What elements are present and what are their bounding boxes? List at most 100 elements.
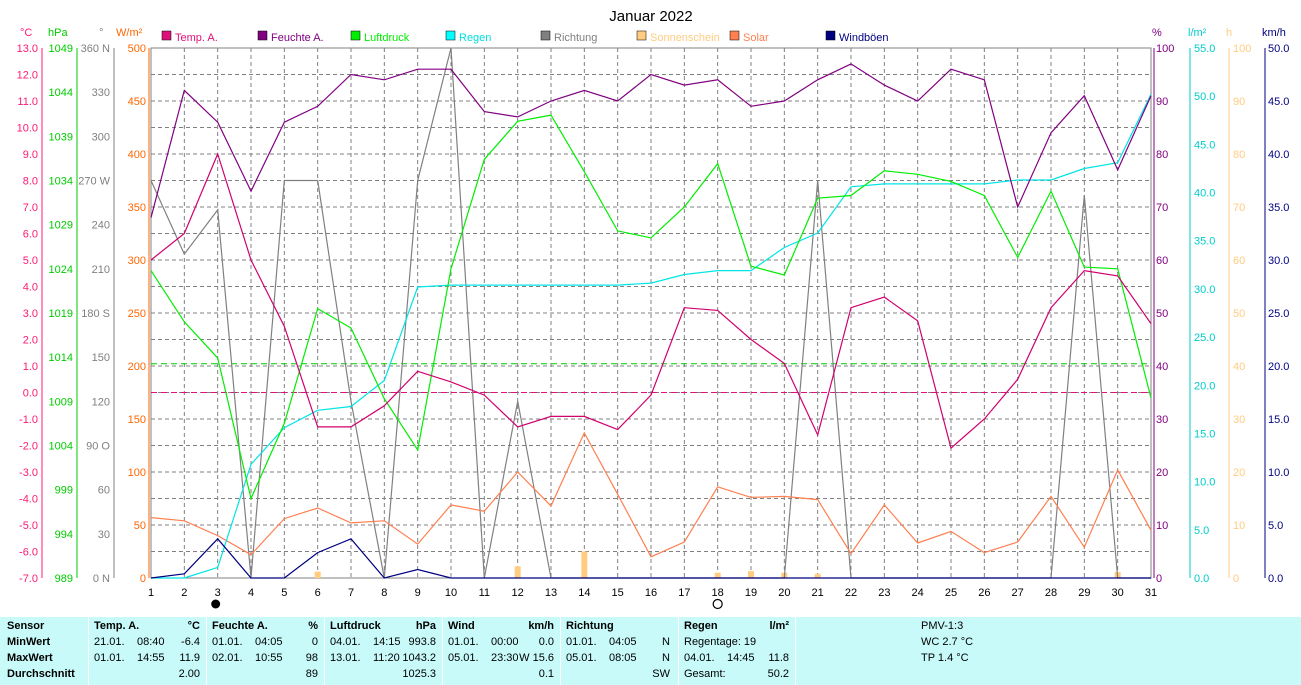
stats-regen-max: 11.8 — [768, 652, 789, 664]
stats-luftdruck-max: 1043.2 — [402, 652, 436, 664]
stats-feuchte-column: Feuchte A. % 01.01. 04:05 0 02.01. 10:55… — [207, 617, 325, 685]
axis-tick-label: 15.0 — [1268, 414, 1289, 426]
stats-regen-total-label: Gesamt: — [684, 668, 726, 680]
axis-tick-label: 5.0 — [1268, 520, 1283, 532]
axis-tick-label: 100 — [128, 467, 146, 479]
axis-tick-label: 70 — [1233, 202, 1245, 214]
stats-wind-max-time: 23:30 — [491, 652, 519, 664]
axis-tick-label: 40.0 — [1194, 188, 1215, 200]
axis-tick-label: 240 — [92, 220, 110, 232]
x-tick-label: 13 — [545, 587, 557, 599]
axis-tick-label: 25.0 — [1194, 332, 1215, 344]
x-tick-label: 11 — [479, 587, 490, 599]
stats-luftdruck-max-time: 11:20 — [373, 652, 400, 664]
x-tick-label: 6 — [315, 587, 321, 599]
statistics-table: Sensor MinWert MaxWert Durchschnitt Temp… — [0, 617, 1301, 685]
stats-temp-title: Temp. A. — [94, 620, 140, 632]
axis-unit-label: % — [1152, 27, 1162, 39]
stats-richtung-max-time: 08:05 — [609, 652, 637, 664]
axis-tick-label: 50 — [134, 520, 146, 532]
stats-luftdruck-column: Luftdruck hPa 04.01. 14:15 993.8 13.01. … — [325, 617, 443, 685]
axis-tick-label: -1.0 — [19, 414, 38, 426]
series-line-windben — [150, 537, 1151, 579]
axis-tick-label: 40 — [1233, 361, 1245, 373]
axis-tick-label: 50 — [1156, 308, 1168, 320]
axis-tick-label: 13.0 — [17, 43, 38, 55]
legend-label: Solar — [743, 32, 769, 44]
stats-regen-max-date: 04.01. — [684, 652, 715, 664]
axis-tick-label: 3.0 — [23, 308, 38, 320]
x-tick-label: 20 — [778, 587, 790, 599]
x-tick-label: 27 — [1012, 587, 1024, 599]
series-line-feuchtea — [150, 63, 1152, 218]
axis-tick-label: 7.0 — [23, 202, 38, 214]
chart-title: Januar 2022 — [609, 8, 692, 25]
stats-feuchte-avg: 89 — [305, 668, 318, 680]
axis-tick-label: 1049 — [49, 43, 73, 55]
x-tick-label: 15 — [612, 587, 624, 599]
x-tick-label: 24 — [912, 587, 924, 599]
x-tick-label: 10 — [445, 587, 457, 599]
stats-wind-avg: 0.1 — [538, 668, 554, 680]
stats-temp-avg: 2.00 — [178, 668, 200, 680]
axis-tick-label: 30 — [98, 529, 110, 541]
stats-temp-max-date: 01.01. — [94, 652, 125, 664]
x-tick-label: 8 — [381, 587, 387, 599]
stats-luftdruck-min-date: 04.01. — [330, 636, 361, 648]
x-tick-label: 18 — [712, 587, 724, 599]
axis-unit-label: W/m² — [116, 27, 143, 39]
axis-tick-label: 180 S — [81, 308, 110, 320]
axis-tick-label: 30 — [1156, 414, 1168, 426]
x-tick-label: 14 — [578, 587, 590, 599]
axis-tick-label: 20 — [1156, 467, 1168, 479]
axis-tick-label: 20.0 — [1268, 361, 1289, 373]
axis-tick-label: 10.0 — [17, 123, 38, 135]
x-tick-label: 25 — [945, 587, 957, 599]
stats-luftdruck-avg: 1025.3 — [402, 668, 436, 680]
axis-tick-label: 40.0 — [1268, 149, 1289, 161]
stats-wind-title: Wind — [448, 620, 475, 632]
axis-tick-label: 11.0 — [17, 96, 38, 108]
axis-tick-label: 10.0 — [1194, 477, 1215, 489]
axis-tick-label: 0 — [1156, 573, 1162, 585]
axis-tick-label: 989 — [55, 573, 73, 585]
axis-tick-label: 0 — [1233, 573, 1239, 585]
axis-tick-label: 100 — [1156, 43, 1174, 55]
legend-label: Richtung — [554, 32, 597, 44]
axis-unit-label: °C — [20, 27, 32, 39]
axis-tick-label: 70 — [1156, 202, 1168, 214]
axis-tick-label: 1019 — [49, 308, 73, 320]
axis-unit-label: l/m² — [1188, 27, 1207, 39]
axis-tick-label: 1034 — [49, 176, 73, 188]
axis-tick-label: 80 — [1156, 149, 1168, 161]
axis-tick-label: -7.0 — [19, 573, 38, 585]
axis-tick-label: -6.0 — [19, 547, 38, 559]
legend-swatch — [825, 30, 836, 41]
stats-richtung-max: N — [662, 652, 670, 664]
x-tick-label: 29 — [1078, 587, 1090, 599]
stats-temp-min: -6.4 — [181, 636, 200, 648]
stats-feuchte-min-date: 01.01. — [212, 636, 243, 648]
legend-label: Sonnenschein — [650, 32, 720, 44]
moon-phase-icon — [712, 598, 723, 610]
sunshine-bar — [814, 573, 821, 578]
x-tick-label: 3 — [215, 587, 221, 599]
stats-luftdruck-min: 993.8 — [408, 636, 436, 648]
legend-label: Windböen — [839, 32, 889, 44]
stats-regen-title: Regen — [684, 620, 718, 632]
axis-tick-label: -5.0 — [19, 520, 38, 532]
legend-swatch — [257, 30, 268, 41]
x-tick-label: 9 — [415, 587, 421, 599]
axis-tick-label: 20 — [1233, 467, 1245, 479]
x-tick-label: 2 — [181, 587, 187, 599]
axis-tick-label: 50 — [1233, 308, 1245, 320]
stats-wind-min-date: 01.01. — [448, 636, 479, 648]
stats-feuchte-min-time: 04:05 — [255, 636, 283, 648]
legend-swatch — [350, 30, 361, 41]
legend-swatch — [729, 30, 740, 41]
stats-wind-min-time: 00:00 — [491, 636, 519, 648]
sunshine-bar — [314, 571, 321, 578]
legend-label: Regen — [459, 32, 491, 44]
stats-temp-min-date: 21.01. — [94, 636, 125, 648]
axis-tick-label: 40 — [1156, 361, 1168, 373]
